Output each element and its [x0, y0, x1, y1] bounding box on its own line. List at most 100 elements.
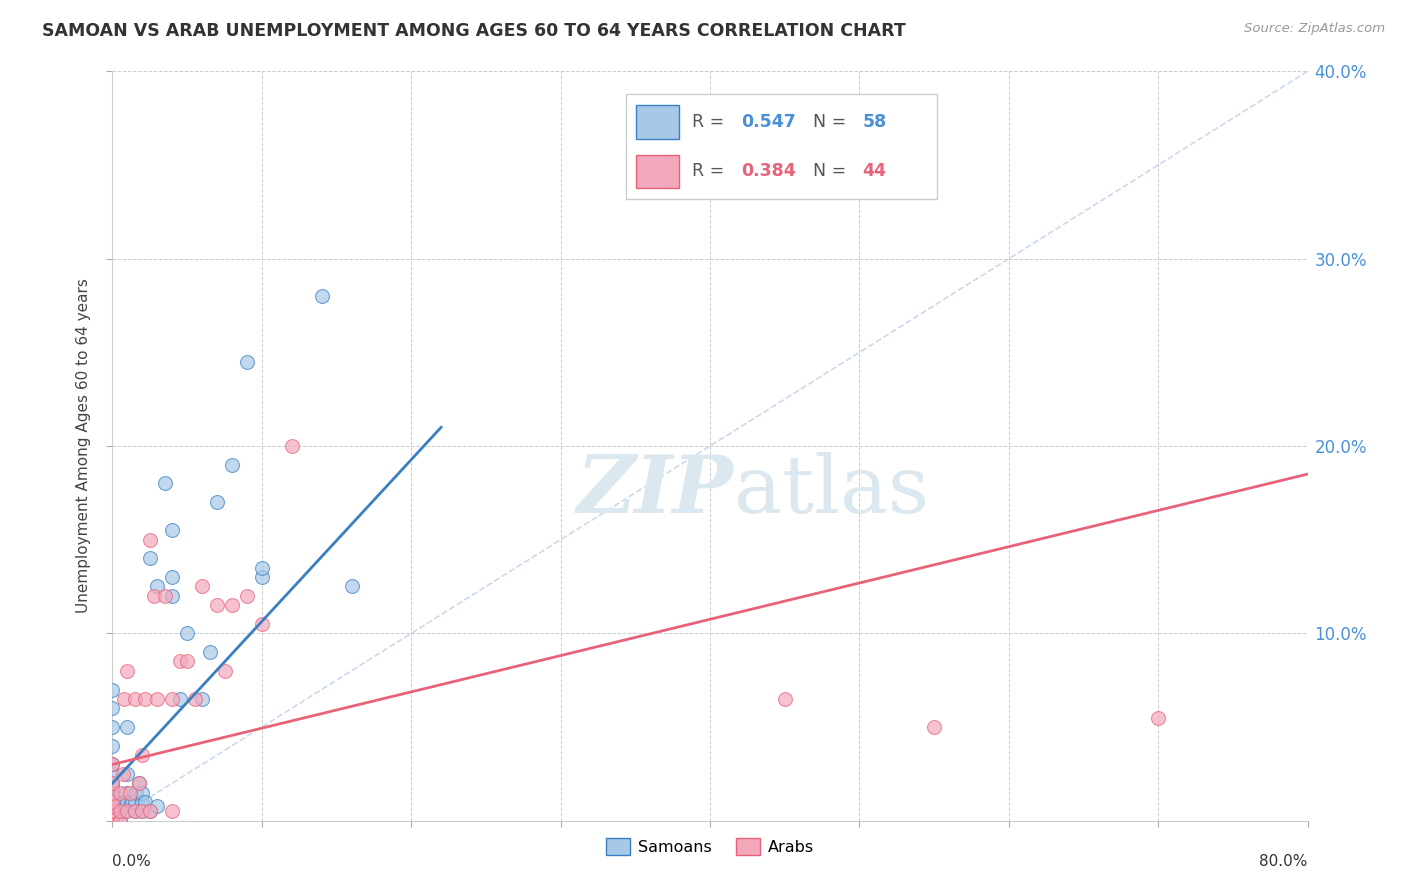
Point — [101, 808, 124, 822]
Point — [101, 798, 124, 813]
Point — [101, 805, 124, 819]
Point — [101, 720, 124, 734]
Point — [101, 805, 124, 819]
Point — [131, 805, 153, 819]
Point — [101, 814, 124, 828]
Point — [139, 533, 162, 547]
Point — [124, 795, 146, 809]
Point — [111, 795, 134, 809]
Point — [191, 692, 214, 706]
Point — [153, 476, 176, 491]
Point — [221, 599, 243, 613]
Point — [146, 692, 169, 706]
Legend: Samoans, Arabs: Samoans, Arabs — [600, 832, 820, 862]
Point — [124, 805, 146, 819]
Point — [146, 798, 169, 813]
Point — [134, 692, 156, 706]
Point — [101, 814, 124, 828]
Point — [101, 682, 124, 697]
Point — [221, 458, 243, 472]
Point — [101, 776, 124, 790]
Point — [101, 814, 124, 828]
Point — [101, 767, 124, 781]
Point — [131, 786, 153, 800]
Point — [117, 664, 139, 678]
Point — [922, 720, 945, 734]
Point — [117, 720, 139, 734]
Point — [117, 805, 139, 819]
Point — [117, 767, 139, 781]
Text: Source: ZipAtlas.com: Source: ZipAtlas.com — [1244, 22, 1385, 36]
Text: ZIP: ZIP — [576, 452, 734, 530]
Point — [101, 814, 124, 828]
Point — [134, 795, 156, 809]
Point — [162, 524, 183, 538]
Point — [101, 808, 124, 822]
Point — [117, 795, 139, 809]
Point — [101, 795, 124, 809]
Point — [101, 795, 124, 809]
Point — [250, 617, 273, 632]
Point — [101, 814, 124, 828]
Text: 80.0%: 80.0% — [1260, 855, 1308, 870]
Point — [131, 747, 153, 762]
Point — [176, 655, 198, 669]
Point — [162, 805, 183, 819]
Point — [108, 814, 131, 828]
Point — [1147, 710, 1170, 724]
Point — [169, 655, 191, 669]
Point — [162, 692, 183, 706]
Point — [125, 786, 148, 800]
Point — [101, 798, 124, 813]
Point — [101, 757, 124, 772]
Text: atlas: atlas — [734, 452, 929, 530]
Point — [101, 757, 124, 772]
Text: 0.0%: 0.0% — [112, 855, 152, 870]
Point — [773, 692, 796, 706]
Point — [108, 814, 131, 828]
Point — [128, 776, 150, 790]
Point — [131, 805, 153, 819]
Point — [120, 798, 142, 813]
Point — [101, 814, 124, 828]
Point — [101, 780, 124, 794]
Point — [128, 776, 150, 790]
Point — [176, 626, 198, 640]
Point — [214, 664, 236, 678]
Point — [101, 791, 124, 805]
Point — [114, 692, 135, 706]
Point — [205, 599, 228, 613]
Point — [169, 692, 191, 706]
Point — [115, 786, 138, 800]
Point — [121, 795, 143, 809]
Point — [162, 589, 183, 603]
Point — [139, 805, 162, 819]
Point — [101, 739, 124, 753]
Point — [198, 645, 221, 659]
Point — [114, 795, 135, 809]
Point — [111, 767, 134, 781]
Point — [146, 580, 169, 594]
Point — [183, 692, 205, 706]
Point — [101, 814, 124, 828]
Text: SAMOAN VS ARAB UNEMPLOYMENT AMONG AGES 60 TO 64 YEARS CORRELATION CHART: SAMOAN VS ARAB UNEMPLOYMENT AMONG AGES 6… — [42, 22, 905, 40]
Point — [108, 805, 131, 819]
Point — [108, 786, 131, 800]
Point — [153, 589, 176, 603]
Point — [143, 589, 166, 603]
Point — [131, 795, 153, 809]
Point — [124, 692, 146, 706]
Point — [191, 580, 214, 594]
Point — [120, 786, 142, 800]
Point — [250, 561, 273, 575]
Point — [101, 786, 124, 800]
Point — [139, 551, 162, 566]
Point — [101, 701, 124, 715]
Point — [101, 786, 124, 800]
Point — [108, 805, 131, 819]
Point — [236, 589, 259, 603]
Point — [139, 805, 162, 819]
Point — [250, 570, 273, 584]
Point — [101, 776, 124, 790]
Point — [101, 805, 124, 819]
